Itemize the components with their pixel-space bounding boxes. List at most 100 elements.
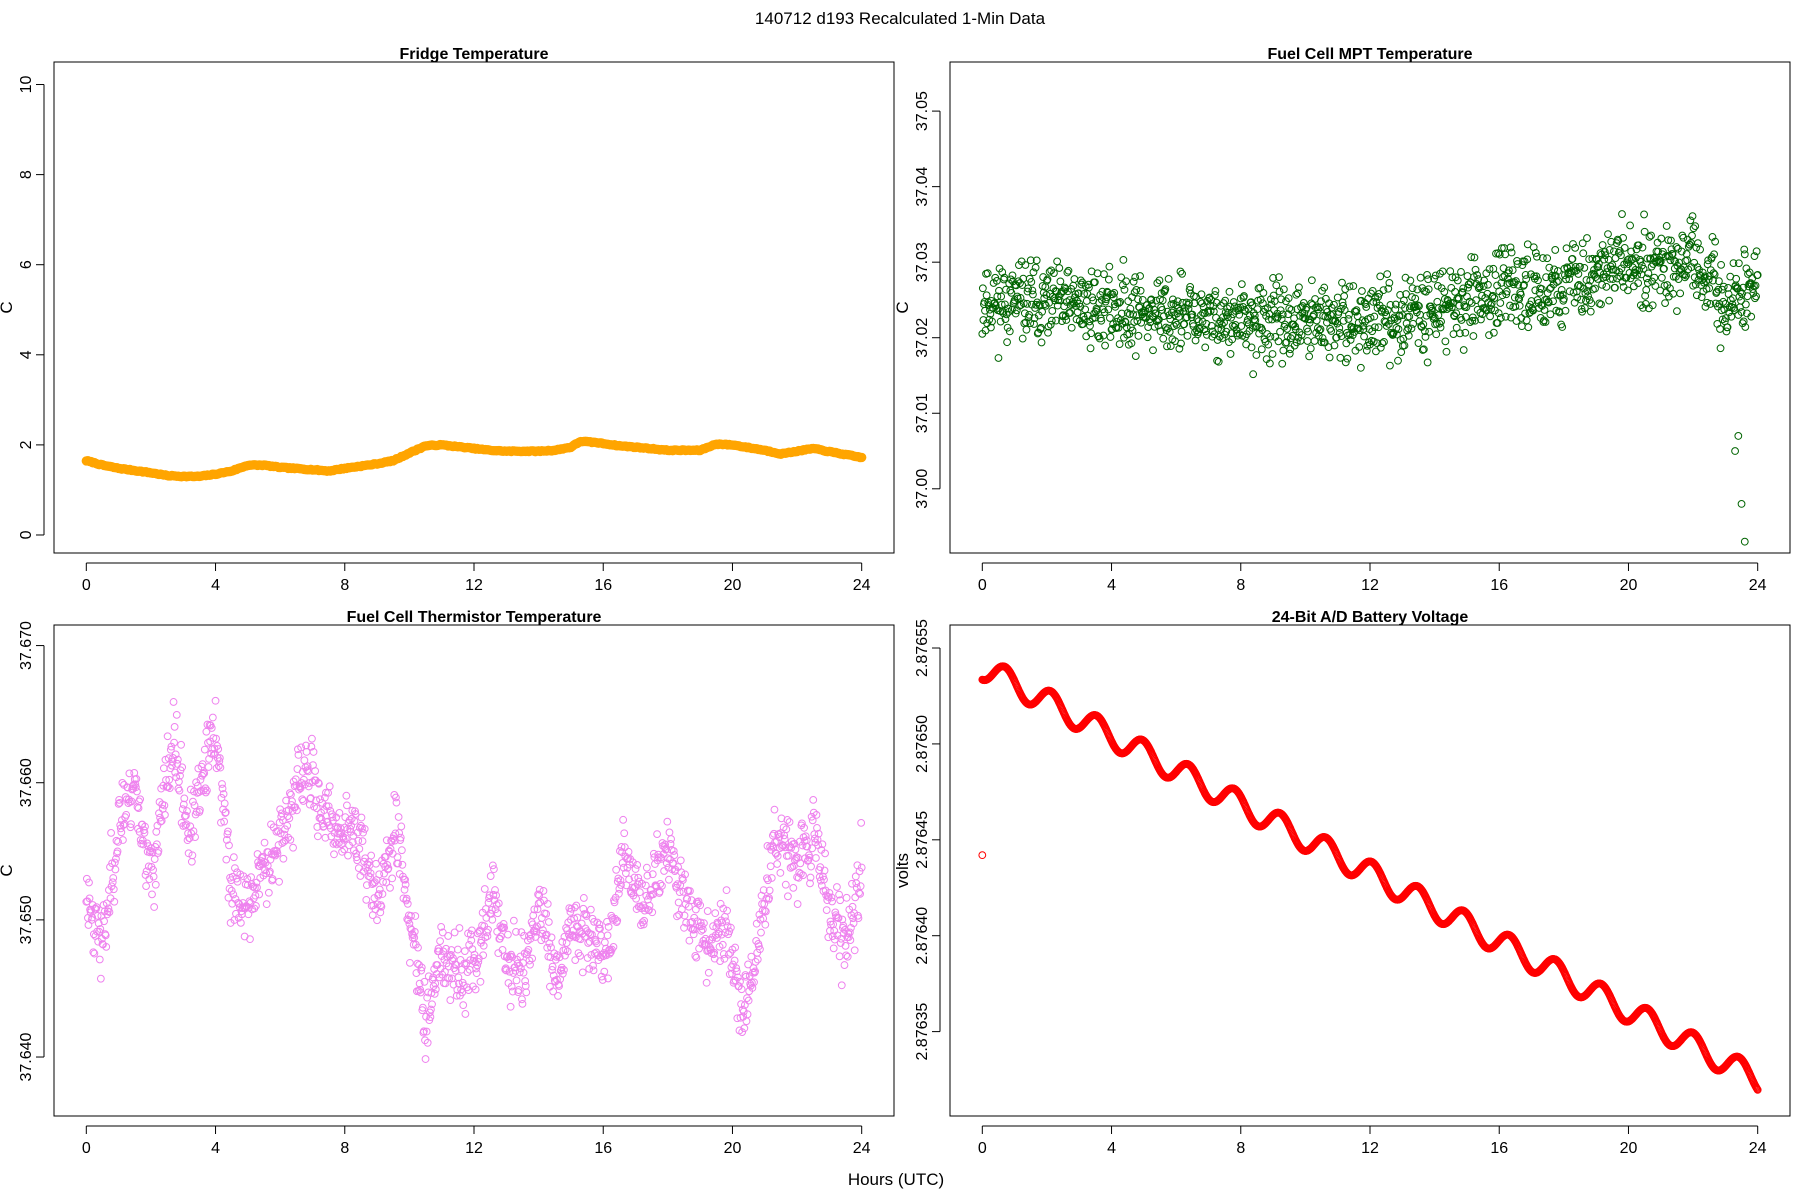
mpt-data-point xyxy=(1211,287,1220,295)
thermistor-data-point xyxy=(197,787,205,795)
mpt-data-point xyxy=(1436,269,1444,278)
mpt-data-point xyxy=(1708,233,1717,241)
thermistor-data-point xyxy=(504,930,512,939)
thermistor-data-point xyxy=(614,874,623,883)
thermistor-plot-frame xyxy=(53,624,895,1117)
mpt-data-point xyxy=(1468,316,1477,325)
mpt-data-point xyxy=(1297,303,1305,312)
thermistor-data-point xyxy=(204,738,212,747)
thermistor-data-point xyxy=(298,795,307,804)
mpt-data-point xyxy=(1688,212,1697,221)
thermistor-data-point xyxy=(184,829,192,838)
mpt-data-point xyxy=(1686,216,1695,225)
thermistor-data-point xyxy=(530,905,539,914)
thermistor-data-point xyxy=(481,933,490,942)
mpt-data-point xyxy=(1001,315,1010,324)
mpt-data-point xyxy=(1705,284,1714,293)
mpt-data-point xyxy=(1386,301,1395,309)
thermistor-data-point xyxy=(624,847,633,856)
thermistor-data-point xyxy=(203,786,211,795)
battery-x-tick-label: 16 xyxy=(1490,1140,1508,1157)
thermistor-data-point xyxy=(744,960,752,969)
mpt-data-point xyxy=(1421,327,1429,336)
thermistor-x-axis: 0 4 8 12 16 20 24 xyxy=(82,1125,871,1157)
mpt-data-point xyxy=(1562,275,1570,284)
mpt-data-point xyxy=(1418,346,1427,354)
thermistor-data-point xyxy=(170,738,178,747)
mpt-data-point xyxy=(1145,304,1154,312)
mpt-data-point xyxy=(1306,344,1315,353)
mpt-data-point xyxy=(1596,249,1605,258)
thermistor-data-point xyxy=(601,950,610,959)
thermistor-data-point xyxy=(179,800,188,809)
thermistor-data-point xyxy=(370,894,379,902)
thermistor-data-point xyxy=(132,774,141,783)
thermistor-data-point xyxy=(731,943,740,952)
mpt-data-point xyxy=(1496,299,1505,307)
mpt-data-point xyxy=(1490,294,1499,303)
thermistor-data-point xyxy=(196,806,204,814)
thermistor-data-point xyxy=(410,927,419,936)
mpt-data-point xyxy=(1576,262,1584,271)
mpt-data-point xyxy=(1247,343,1256,352)
thermistor-data-point xyxy=(836,896,845,905)
mpt-x-tick-label: 4 xyxy=(1107,577,1116,594)
thermistor-data-point xyxy=(341,834,350,843)
mpt-data-point xyxy=(1368,327,1377,336)
thermistor-data-point xyxy=(114,800,123,808)
mpt-data-point xyxy=(1272,314,1281,323)
mpt-data-point xyxy=(1533,252,1541,261)
mpt-data-point xyxy=(1185,286,1194,294)
thermistor-data-point xyxy=(430,989,439,998)
mpt-data-point xyxy=(1404,331,1413,340)
mpt-data-point xyxy=(1603,268,1611,277)
thermistor-data-point xyxy=(833,883,841,891)
mpt-data-point xyxy=(1159,334,1168,343)
thermistor-data-point xyxy=(815,873,824,881)
thermistor-data-point xyxy=(303,762,312,771)
mpt-data-point xyxy=(982,291,991,300)
mpt-data-point xyxy=(1292,290,1301,299)
thermistor-data-point xyxy=(214,745,223,753)
thermistor-data-point xyxy=(102,899,111,908)
mpt-data-point xyxy=(1434,311,1443,320)
thermistor-data-point xyxy=(264,888,273,897)
thermistor-x-tick-label: 8 xyxy=(340,1140,349,1157)
mpt-data-point xyxy=(1062,316,1071,324)
mpt-data-point xyxy=(1719,297,1728,306)
thermistor-data-point xyxy=(630,873,639,882)
thermistor-data-point xyxy=(359,828,367,837)
battery-y-tick-label: 2.87650 xyxy=(914,715,931,773)
thermistor-data-point xyxy=(122,810,131,819)
thermistor-data-point xyxy=(418,1003,427,1012)
mpt-data-point xyxy=(1156,327,1165,336)
thermistor-data-point xyxy=(260,838,269,847)
thermistor-data-point xyxy=(452,961,461,969)
mpt-data-point xyxy=(1737,308,1746,316)
mpt-data-point xyxy=(1121,318,1130,327)
thermistor-data-point xyxy=(191,833,199,842)
thermistor-data-point xyxy=(619,815,628,824)
mpt-data-point xyxy=(1155,276,1164,285)
thermistor-data-point xyxy=(539,886,548,895)
thermistor-data-point xyxy=(854,914,863,923)
mpt-data-point xyxy=(1453,276,1462,285)
mpt-data-point xyxy=(983,269,992,278)
mpt-data-point xyxy=(1164,275,1173,283)
mpt-data-point xyxy=(1266,332,1275,341)
mpt-data-point xyxy=(1636,257,1645,266)
thermistor-data-point xyxy=(422,1027,431,1036)
thermistor-data-point xyxy=(107,828,115,837)
thermistor-data-point xyxy=(455,924,464,932)
thermistor-data-point xyxy=(571,956,580,965)
mpt-data-point xyxy=(1452,309,1461,318)
thermistor-data-point xyxy=(150,855,159,864)
thermistor-data-point xyxy=(200,745,209,754)
mpt-data-point xyxy=(1689,224,1698,233)
thermistor-data-point xyxy=(578,968,587,977)
mpt-data-point xyxy=(1691,222,1700,231)
thermistor-data-point xyxy=(358,824,366,833)
thermistor-data-point xyxy=(357,813,366,822)
figure-title: 140712 d193 Recalculated 1-Min Data xyxy=(755,9,1046,28)
mpt-data-point xyxy=(1277,295,1286,304)
